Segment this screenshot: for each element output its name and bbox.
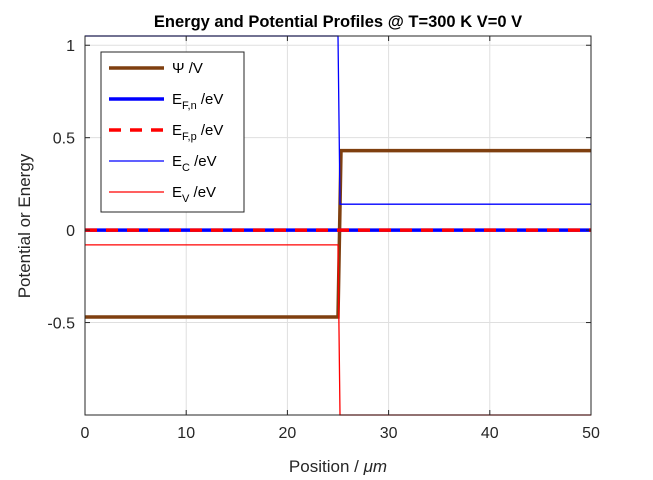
y-tick-label: -0.5 (47, 316, 75, 333)
y-axis-label: Potential or Energy (15, 153, 34, 298)
y-tick-label: 0.5 (53, 131, 75, 148)
x-axis-label-main: Position / (289, 457, 364, 476)
chart-title: Energy and Potential Profiles @ T=300 K … (154, 13, 522, 31)
legend-label-4: EV /eV (172, 184, 216, 205)
x-tick-label: 10 (177, 425, 195, 442)
x-axis-label: Position / μm (289, 457, 387, 476)
legend: Ψ /V EF,n /eV EF,p /eV EC /eV EV /eV (100, 51, 245, 213)
plot-frame (84, 35, 592, 416)
legend-label-1: EF,n /eV (172, 91, 223, 112)
x-tick-label: 40 (481, 425, 499, 442)
x-tick-label: 30 (380, 425, 398, 442)
y-tick-label: 0 (66, 223, 75, 240)
series-line-0 (85, 148, 591, 319)
x-tick-label: 20 (279, 425, 297, 442)
x-axis-label-unit: μm (363, 457, 387, 476)
legend-box (100, 51, 245, 213)
x-tick-label: 0 (81, 425, 90, 442)
legend-label-3: EC /eV (172, 153, 217, 174)
legend-label-2: EF,p /eV (172, 122, 223, 143)
x-tick-label: 50 (582, 425, 600, 442)
legend-label-0: Ψ /V (172, 60, 203, 77)
y-tick-label: 1 (66, 38, 75, 55)
axis-ticks: 0 10 20 30 40 50 -0.5 0 0.5 1 (47, 36, 600, 442)
